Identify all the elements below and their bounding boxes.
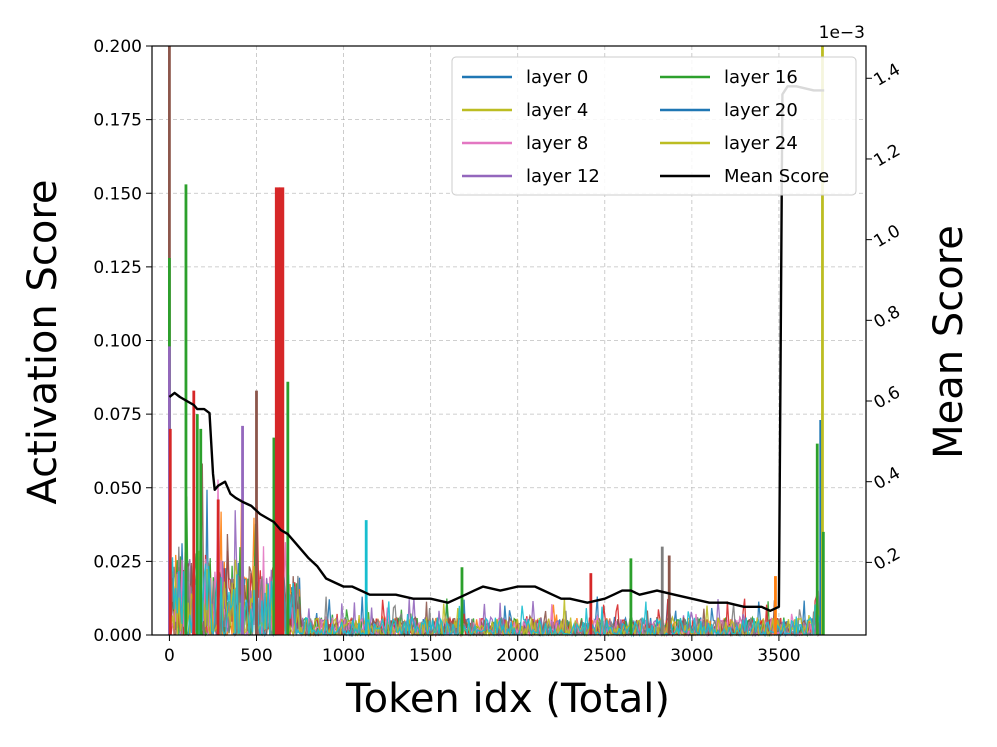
legend-box [451,56,857,196]
legend: layer 0 layer 4 layer 8 layer 12 layer 16 lay… [451,56,857,196]
x-tick-label: 1000 [322,646,365,666]
legend-label: layer 16 [724,67,798,88]
y-tick-label: 0.050 [93,479,142,499]
x-tick-label: 2000 [496,646,539,666]
x-tick-label: 3500 [757,646,800,666]
legend-label: Mean Score [724,166,829,187]
y-axis-title: Activation Score [20,180,66,505]
x-tick-label: 3000 [670,646,713,666]
legend-label: layer 4 [526,100,588,121]
y-tick-label: 0.025 [93,552,142,572]
mean-score-series [168,85,825,612]
x-tick-label: 1500 [409,646,452,666]
axes [146,45,872,641]
y-tick-label: 0.075 [93,405,142,425]
legend-label: layer 0 [526,67,588,88]
legend-label: layer 24 [724,133,798,154]
y2-multiplier-label: 1e−3 [819,23,865,43]
x-tick-label: 2500 [583,646,626,666]
y-tick-label: 0.150 [93,184,142,204]
x-tick-label: 500 [240,646,272,666]
y-tick-label: 0.000 [93,626,142,646]
y-tick-label: 0.100 [93,332,142,352]
x-axis-title: Token idx (Total) [345,676,670,722]
y-tick-label: 0.125 [93,258,142,278]
spike-series [168,46,825,635]
legend-label: layer 8 [526,133,588,154]
legend-label: layer 12 [526,166,600,187]
legend-label: layer 20 [724,100,798,121]
y-tick-label: 0.175 [93,111,142,131]
y2-axis-title: Mean Score [926,225,972,459]
y-tick-label: 0.200 [93,37,142,57]
x-tick-label: 0 [164,646,175,666]
mean-score-line [168,85,825,612]
